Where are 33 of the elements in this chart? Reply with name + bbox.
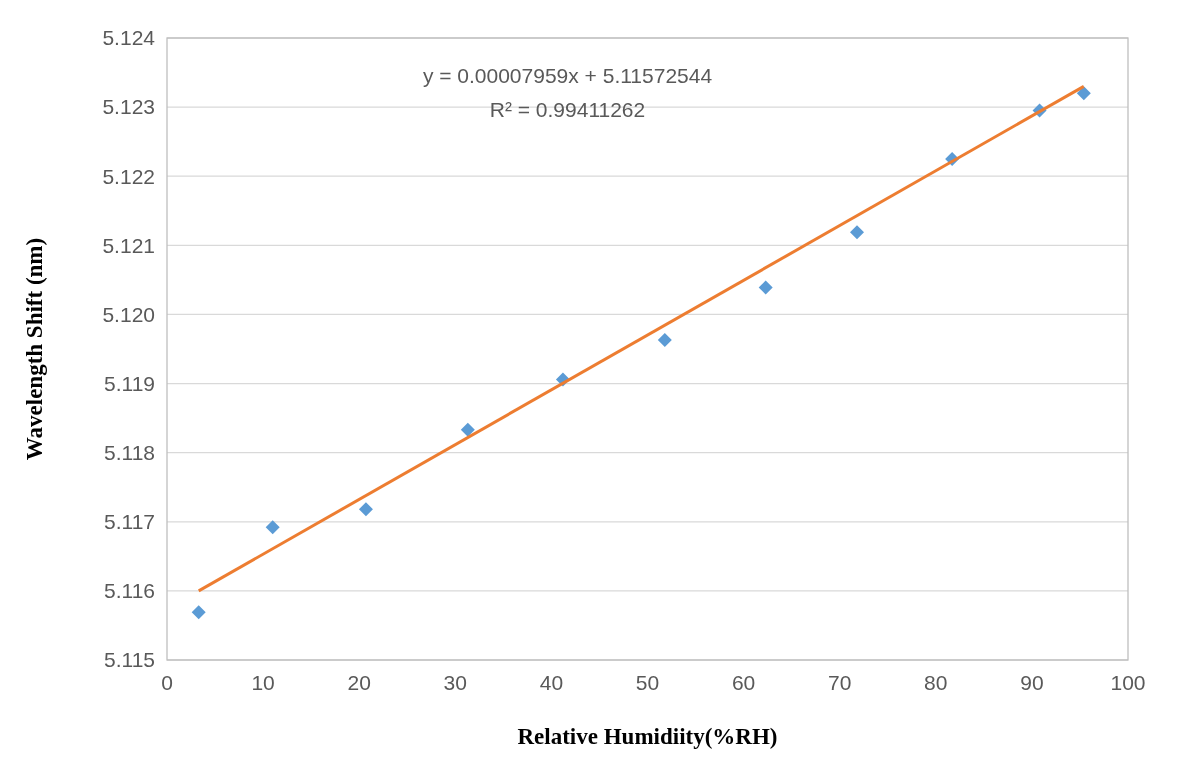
x-tick-label: 10 (251, 671, 275, 694)
x-tick-label: 20 (347, 671, 371, 694)
y-tick-label: 5.122 (102, 164, 155, 188)
x-tick-label: 40 (539, 671, 564, 694)
x-tick-label: 70 (828, 671, 852, 694)
y-tick-label: 5.119 (104, 371, 155, 395)
y-tick-label: 5.121 (102, 233, 155, 257)
point (1076, 86, 1091, 101)
y-tick-label: 5.124 (102, 26, 156, 50)
x-tick-label: 0 (161, 671, 173, 694)
x-tick-label: 30 (443, 671, 467, 694)
x-tick-label: 100 (1110, 671, 1146, 694)
x-tick-label: 50 (635, 671, 660, 694)
annotation: R² = 0.99411262 (489, 98, 646, 121)
y-tick-label: 5.117 (104, 510, 155, 534)
x-axis-title: Relative Humidiity(%RH) (517, 724, 778, 749)
point (758, 280, 773, 295)
y-axis-title: Wavelength Shift (nm) (22, 237, 47, 461)
y-tick-label: 5.123 (102, 95, 155, 119)
point (657, 333, 672, 348)
y-tick-label: 5.118 (104, 441, 155, 465)
point (460, 422, 475, 437)
x-tick-label: 60 (731, 671, 756, 694)
y-tick-label: 5.116 (104, 579, 155, 603)
point (265, 520, 280, 535)
point (358, 502, 373, 517)
annotation: y = 0.00007959x + 5.11572544 (422, 64, 713, 87)
y-tick-label: 5.120 (102, 302, 155, 326)
x-tick-label: 90 (1020, 671, 1044, 694)
point (850, 225, 864, 240)
point (191, 605, 206, 620)
y-tick-label: 5.115 (104, 648, 155, 672)
x-tick-label: 80 (924, 671, 948, 694)
